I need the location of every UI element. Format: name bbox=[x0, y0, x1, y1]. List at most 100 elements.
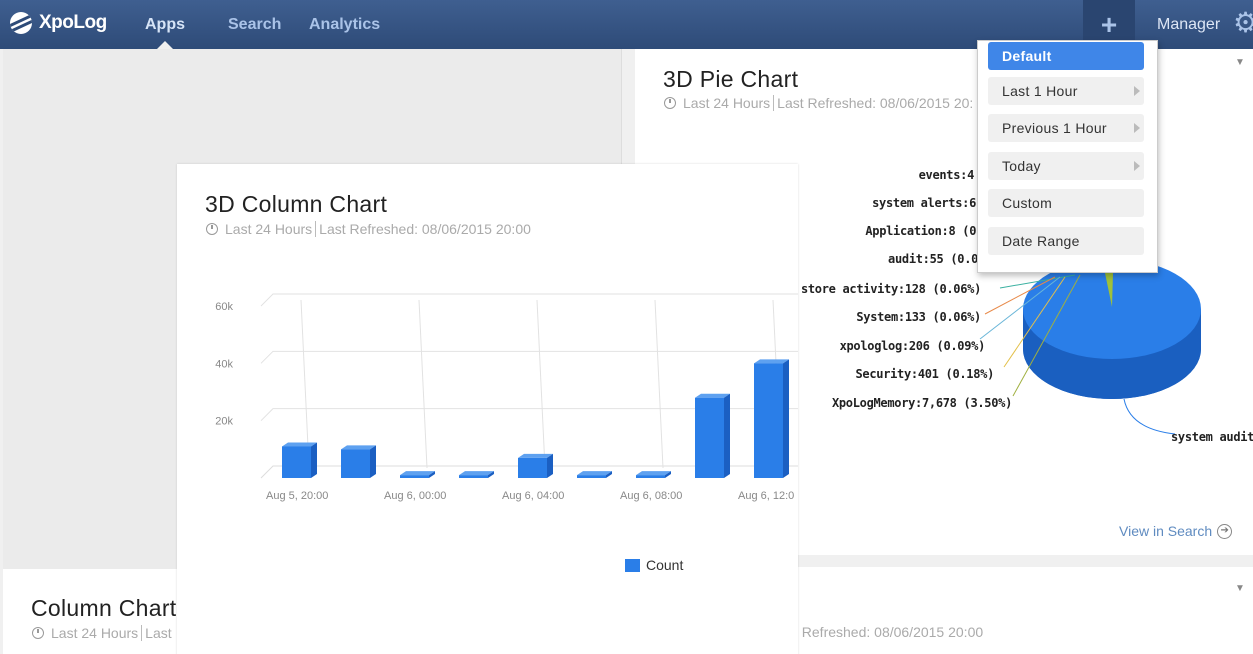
column-widget-range: Last 24 Hours bbox=[51, 625, 139, 641]
leader-line bbox=[999, 274, 1076, 289]
plus-icon: + bbox=[1100, 8, 1118, 40]
time-option-label: Previous 1 Hour bbox=[1002, 120, 1107, 136]
3d-column-chart-widget[interactable]: 3D Column Chart Last 24 Hours Last Refre… bbox=[177, 164, 798, 654]
baseline bbox=[260, 465, 798, 479]
x-tick-label: Aug 6, 08:00 bbox=[620, 490, 682, 502]
pie-label: system alerts:6 bbox=[872, 196, 976, 210]
widget-menu-chevron-down-icon[interactable]: ▼ bbox=[1235, 57, 1245, 68]
chart-legend[interactable]: Count bbox=[625, 557, 683, 573]
3d-column-widget-title: 3D Column Chart bbox=[205, 191, 388, 217]
time-range-dropdown: Default Last 1 Hour Previous 1 Hour Toda… bbox=[977, 40, 1158, 273]
bar bbox=[282, 446, 311, 478]
gridline bbox=[260, 293, 798, 307]
clock-icon bbox=[32, 627, 44, 639]
bar bbox=[695, 397, 724, 478]
time-option-today[interactable]: Today bbox=[988, 152, 1144, 180]
widget-menu-chevron-down-icon[interactable]: ▼ bbox=[1235, 583, 1245, 594]
3d-column-widget-range: Last 24 Hours bbox=[225, 221, 313, 237]
x-tick-label: Aug 6, 12:0 bbox=[738, 490, 794, 502]
pie-slice-small bbox=[1105, 273, 1113, 307]
pie-label: Application:8 (0.0 bbox=[865, 224, 990, 238]
nav-manager[interactable]: Manager bbox=[1157, 15, 1221, 33]
v-gridline bbox=[300, 299, 310, 469]
leader-line bbox=[1012, 274, 1081, 397]
logo-text: XpoLog bbox=[39, 12, 107, 33]
bar-side bbox=[783, 359, 789, 478]
pie-label: ata store activity:128 (0.06%) bbox=[773, 282, 981, 296]
gear-icon[interactable]: ⚙ bbox=[1233, 7, 1253, 38]
time-option-label: Last 1 Hour bbox=[1002, 83, 1078, 99]
clock-icon bbox=[664, 97, 676, 109]
bar-side bbox=[665, 471, 671, 478]
submenu-arrow-icon bbox=[1134, 86, 1140, 96]
divider bbox=[773, 95, 775, 111]
time-option-default[interactable]: Default bbox=[988, 42, 1144, 70]
time-option-date-range[interactable]: Date Range bbox=[988, 227, 1144, 255]
bar bbox=[636, 475, 665, 478]
gridline bbox=[260, 350, 798, 364]
y-tick-label: 60k bbox=[215, 301, 233, 313]
x-tick-label: Aug 6, 00:00 bbox=[384, 490, 446, 502]
y-tick-label: 40k bbox=[215, 358, 233, 370]
active-nav-caret bbox=[157, 41, 173, 49]
divider bbox=[141, 625, 143, 641]
time-option-label: Today bbox=[1002, 158, 1041, 174]
bar-top bbox=[636, 471, 671, 476]
pie-top bbox=[1023, 259, 1201, 359]
divider bbox=[315, 221, 317, 237]
pie-label: xpologlog:206 (0.09%) bbox=[839, 339, 986, 353]
bottom-right-subtitle: st Refreshed: 08/06/2015 20:00 bbox=[787, 624, 984, 640]
xpolog-logo-icon bbox=[10, 12, 32, 34]
leader-line bbox=[979, 276, 1061, 340]
bar-top bbox=[400, 471, 435, 476]
x-tick-label: Aug 6, 04:00 bbox=[502, 490, 564, 502]
column-widget-subtitle: Last 24 Hours Last bbox=[32, 625, 172, 641]
pie-label: Security:401 (0.18%) bbox=[855, 367, 995, 381]
submenu-arrow-icon bbox=[1134, 161, 1140, 171]
view-in-search-link[interactable]: View in Search ➔ bbox=[1119, 523, 1233, 539]
pie-chart-graphic bbox=[979, 259, 1201, 435]
y-tick-label: 20k bbox=[215, 416, 233, 428]
bar-side bbox=[606, 471, 612, 478]
xpolog-logo[interactable]: XpoLog bbox=[10, 10, 107, 36]
pie-label: system audit bbox=[1171, 430, 1253, 444]
pie-widget-refreshed: Last Refreshed: 08/06/2015 20: bbox=[777, 95, 974, 111]
nav-apps[interactable]: Apps bbox=[145, 15, 185, 33]
bar-top bbox=[695, 393, 730, 398]
column-widget-refreshed: Last bbox=[145, 625, 172, 641]
bar bbox=[400, 475, 429, 478]
time-option-last-1-hour[interactable]: Last 1 Hour bbox=[988, 77, 1144, 105]
column-widget-title: Column Chart bbox=[31, 595, 177, 621]
pie-widget-title: 3D Pie Chart bbox=[663, 66, 799, 92]
clock-icon bbox=[206, 223, 218, 235]
arrow-right-circle-icon: ➔ bbox=[1217, 523, 1233, 539]
pie-label: audit:55 (0.03 bbox=[888, 252, 985, 266]
pie-widget-range: Last 24 Hours bbox=[683, 95, 771, 111]
bar-top bbox=[754, 359, 789, 364]
time-option-previous-1-hour[interactable]: Previous 1 Hour bbox=[988, 114, 1144, 142]
v-gridline bbox=[654, 299, 664, 469]
bar-side bbox=[724, 393, 730, 478]
legend-swatch bbox=[625, 558, 640, 572]
bar-side bbox=[547, 453, 553, 478]
bar bbox=[518, 457, 547, 478]
view-in-search-label: View in Search bbox=[1119, 523, 1213, 539]
3d-column-widget-refreshed: Last Refreshed: 08/06/2015 20:00 bbox=[319, 221, 531, 237]
3d-column-widget-subtitle: Last 24 Hours Last Refreshed: 08/06/2015… bbox=[206, 221, 531, 237]
v-gridline bbox=[536, 299, 546, 469]
pie-widget-subtitle: Last 24 Hours Last Refreshed: 08/06/2015… bbox=[664, 95, 973, 111]
bar-side bbox=[311, 442, 317, 478]
legend-label: Count bbox=[646, 557, 684, 573]
nav-analytics[interactable]: Analytics bbox=[309, 15, 381, 33]
time-option-custom[interactable]: Custom bbox=[988, 189, 1144, 217]
bar-top bbox=[459, 471, 494, 476]
leader-line bbox=[1123, 398, 1176, 435]
nav-search[interactable]: Search bbox=[228, 15, 282, 33]
bar-top bbox=[518, 453, 553, 458]
pie-label: System:133 (0.06%) bbox=[856, 310, 981, 324]
bar bbox=[577, 475, 606, 478]
bar bbox=[754, 363, 783, 478]
leader-line bbox=[1003, 276, 1066, 368]
bar-top bbox=[341, 445, 376, 450]
bar-top bbox=[577, 471, 612, 476]
